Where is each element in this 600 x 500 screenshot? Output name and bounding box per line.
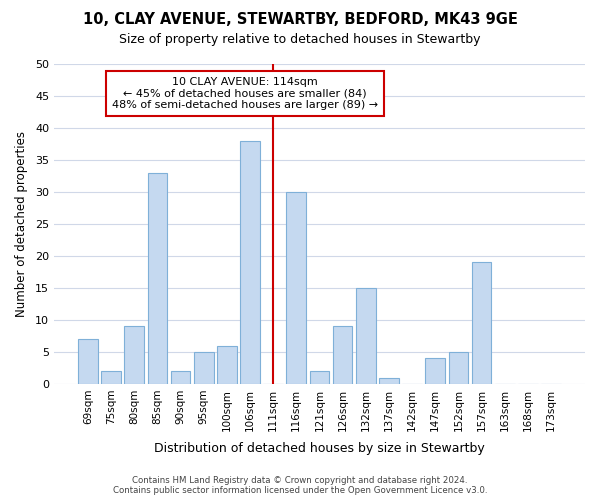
- Bar: [310, 371, 329, 384]
- X-axis label: Distribution of detached houses by size in Stewartby: Distribution of detached houses by size …: [154, 442, 485, 455]
- Bar: [78, 339, 98, 384]
- Bar: [356, 288, 376, 384]
- Bar: [124, 326, 144, 384]
- Text: Contains HM Land Registry data © Crown copyright and database right 2024.
Contai: Contains HM Land Registry data © Crown c…: [113, 476, 487, 495]
- Text: Size of property relative to detached houses in Stewartby: Size of property relative to detached ho…: [119, 32, 481, 46]
- Bar: [286, 192, 306, 384]
- Bar: [449, 352, 468, 384]
- Text: 10 CLAY AVENUE: 114sqm
← 45% of detached houses are smaller (84)
48% of semi-det: 10 CLAY AVENUE: 114sqm ← 45% of detached…: [112, 77, 378, 110]
- Bar: [217, 346, 236, 384]
- Bar: [333, 326, 352, 384]
- Text: 10, CLAY AVENUE, STEWARTBY, BEDFORD, MK43 9GE: 10, CLAY AVENUE, STEWARTBY, BEDFORD, MK4…: [83, 12, 517, 28]
- Bar: [379, 378, 399, 384]
- Bar: [101, 371, 121, 384]
- Bar: [170, 371, 190, 384]
- Bar: [240, 141, 260, 384]
- Bar: [148, 173, 167, 384]
- Bar: [425, 358, 445, 384]
- Bar: [194, 352, 214, 384]
- Y-axis label: Number of detached properties: Number of detached properties: [15, 131, 28, 317]
- Bar: [472, 262, 491, 384]
